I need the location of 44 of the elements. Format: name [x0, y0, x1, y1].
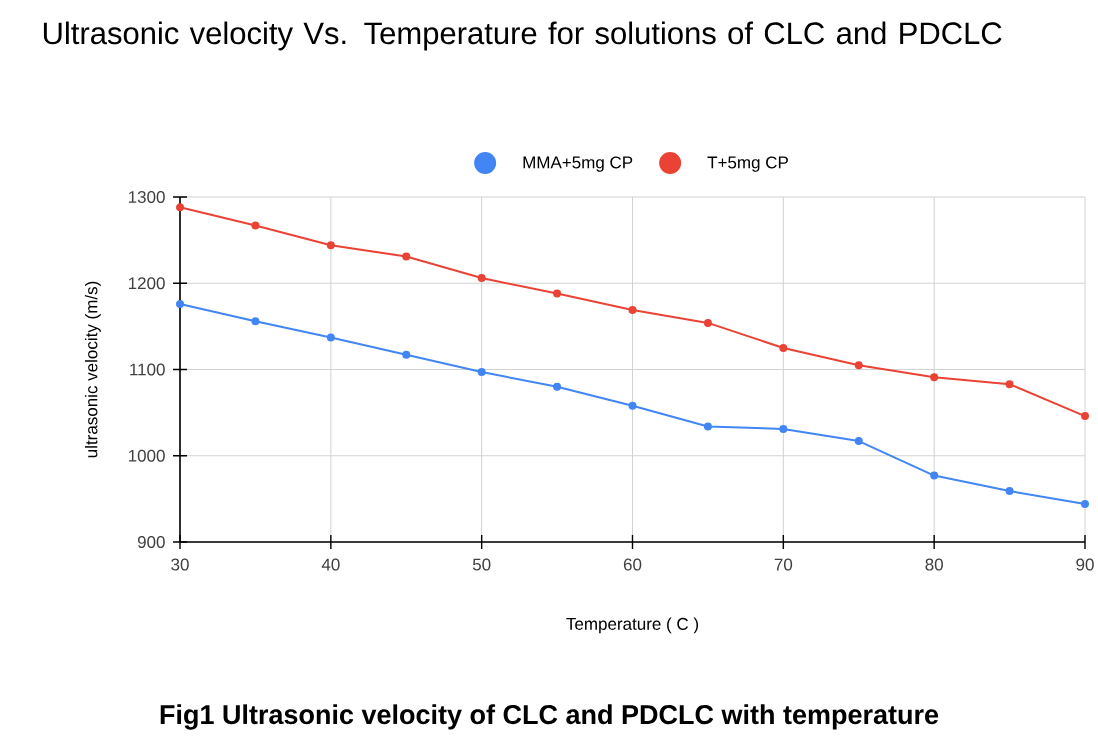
x-tick-label: 90: [1076, 558, 1094, 571]
point: [854, 361, 863, 370]
x-tick-label: 50: [472, 558, 491, 571]
x-tick-label: 70: [774, 558, 793, 571]
point: [477, 274, 486, 283]
point: [251, 221, 260, 230]
point: [1081, 500, 1089, 509]
x-tick-label: 80: [925, 558, 943, 571]
legend-label: MMA+5mg CP: [523, 156, 633, 172]
point: [930, 471, 939, 480]
point: [402, 252, 411, 261]
y-tick-label: 1200: [128, 277, 165, 290]
point: [176, 299, 185, 308]
x-tick-label: 30: [171, 558, 189, 571]
y-tick-label: 1000: [128, 449, 165, 462]
point: [930, 373, 939, 382]
x-tick-label: 40: [321, 558, 340, 571]
point: [402, 350, 411, 359]
point: [1005, 380, 1014, 389]
point: [628, 401, 637, 410]
point: [553, 382, 562, 391]
y-axis-title: ultrasonic velocity (m/s): [84, 281, 101, 458]
point: [854, 437, 863, 446]
x-tick-label: 60: [623, 558, 642, 571]
caption: Fig1 Ultrasonic velocity of CLC and PDCLC with temperature: [160, 704, 939, 730]
x-axis-title: Temperature ( C ): [566, 617, 699, 634]
y-tick-label: 1100: [130, 363, 165, 376]
point: [703, 422, 712, 431]
point: [703, 318, 712, 327]
y-tick-label: 900: [137, 535, 165, 549]
point: [326, 241, 335, 250]
point: [779, 425, 788, 433]
point: [477, 368, 486, 377]
point: [326, 333, 335, 342]
point: [176, 203, 185, 212]
point: [779, 343, 788, 352]
y-tick-label: 1300: [128, 190, 165, 204]
point: [553, 289, 562, 298]
legend-label: T+5mg CP: [707, 156, 788, 172]
point: [1081, 412, 1089, 421]
point: [628, 305, 637, 314]
point: [1005, 487, 1014, 496]
chart-title: Ultrasonic velocity Vs. Temperature for solutions of CLC and PDCLC: [43, 21, 1002, 51]
point: [251, 317, 260, 326]
